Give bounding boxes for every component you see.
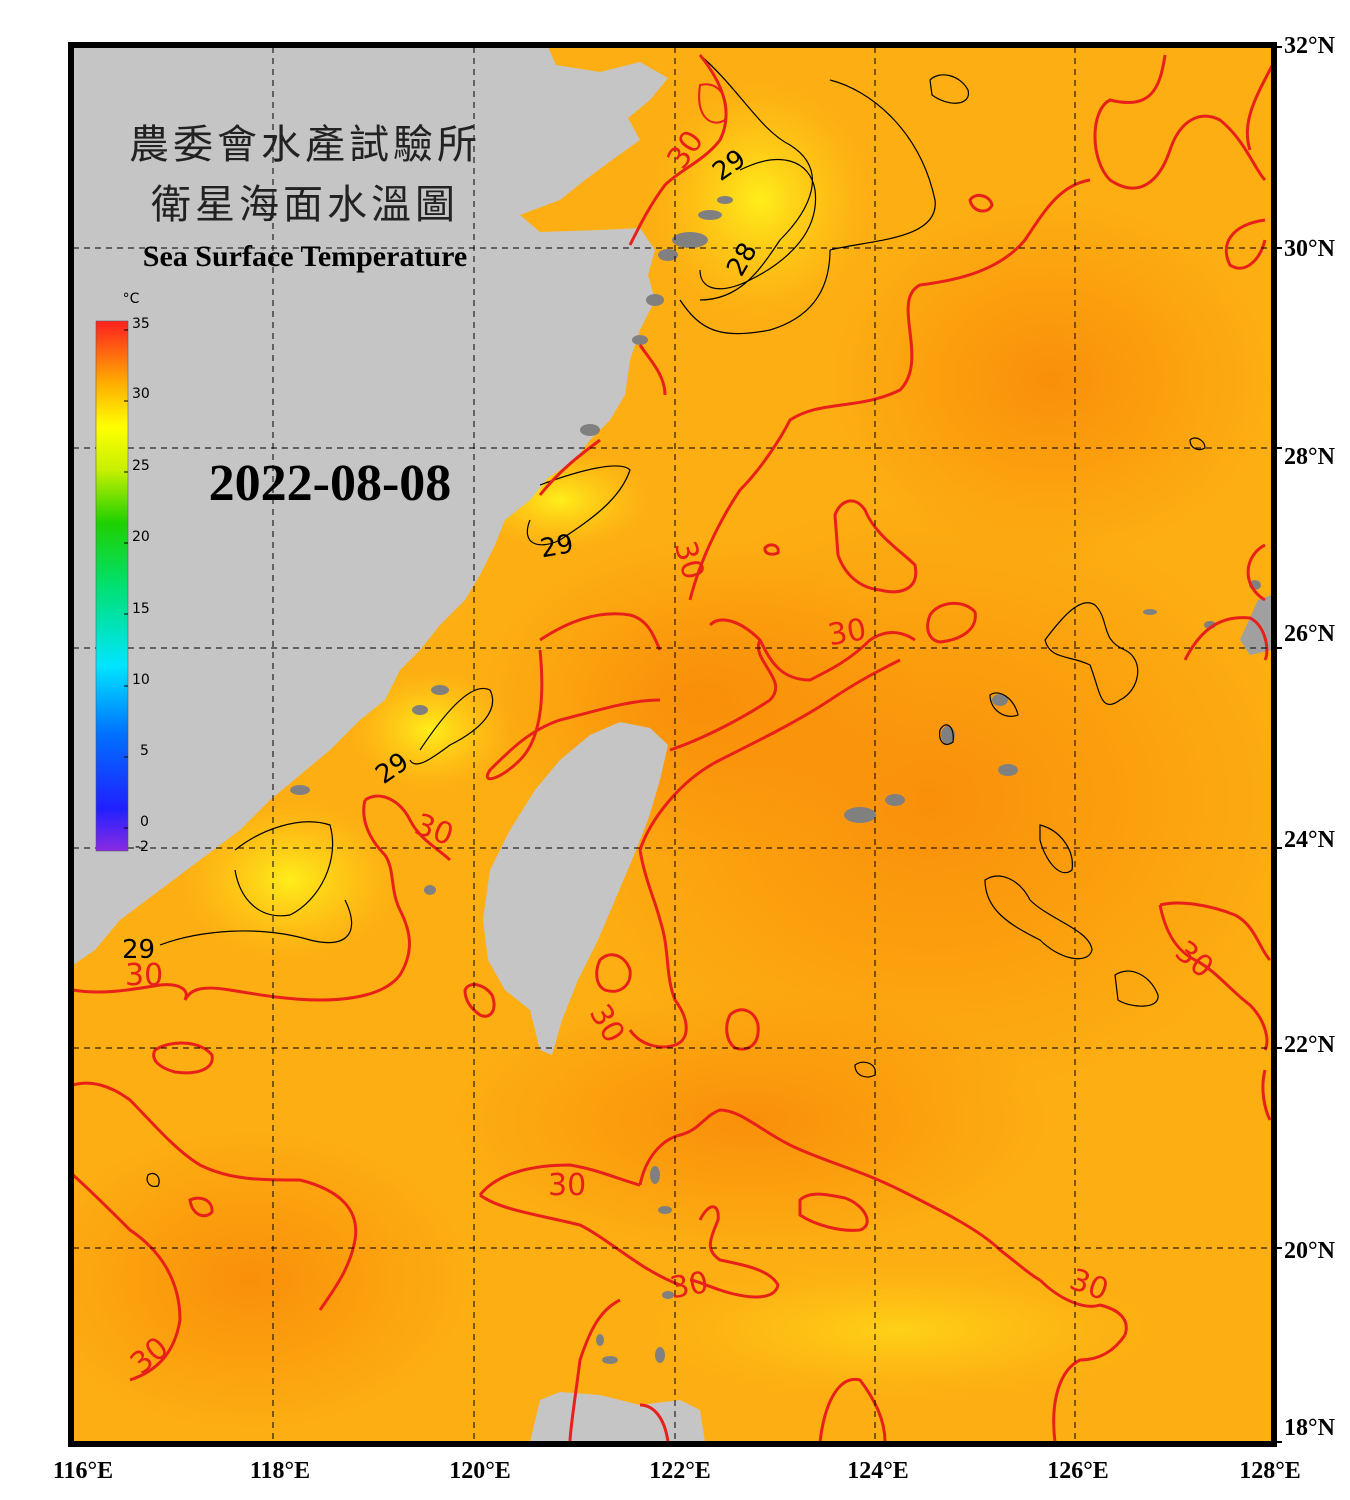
- lon-label: 122°E: [649, 1458, 711, 1484]
- isotherms-30: [73, 54, 1272, 1442]
- lon-label: 124°E: [847, 1458, 909, 1484]
- land-mainland: [73, 47, 668, 965]
- date-label: 2022-08-08: [209, 455, 452, 512]
- lat-label: 26°N: [1284, 621, 1336, 647]
- lon-label: 120°E: [449, 1458, 511, 1484]
- iso-label: 30: [667, 1265, 711, 1306]
- colorbar-gradient: [95, 320, 129, 852]
- title-en: Sea Surface Temperature: [143, 240, 467, 273]
- land-okinawa: [1240, 595, 1272, 655]
- lon-label: 116°E: [53, 1458, 113, 1484]
- lon-axis: 116°E 118°E 120°E 122°E 124°E 126°E 128°…: [53, 1458, 1301, 1484]
- colorbar-tick: 15: [132, 601, 150, 617]
- lon-label: 118°E: [250, 1458, 310, 1484]
- colorbar-tick: 35: [132, 316, 150, 332]
- lon-label: 128°E: [1239, 1458, 1301, 1484]
- lat-label: 30°N: [1284, 236, 1336, 262]
- ocean-layer: 30 30 30 30 30 30 30 30 30 30 30 29 28 2…: [73, 47, 1272, 1442]
- colorbar-tick: -2: [135, 839, 149, 855]
- colorbar-tick: 30: [132, 386, 150, 402]
- colorbar-tick: 10: [132, 672, 150, 688]
- islands: [290, 196, 1261, 1364]
- axis-ticks: [1274, 46, 1282, 1443]
- iso-label: 30: [548, 1168, 586, 1203]
- lat-label: 32°N: [1284, 33, 1336, 59]
- colorbar-tick: 5: [140, 743, 149, 759]
- lat-label: 22°N: [1284, 1032, 1336, 1058]
- colorbar-tick: 0: [140, 814, 149, 830]
- iso-label: 29: [122, 935, 155, 965]
- graticule: [73, 47, 1272, 1442]
- title-cn-line1: 農委會水產試驗所: [129, 122, 481, 168]
- lat-label: 24°N: [1284, 827, 1336, 853]
- lat-axis: 32°N 30°N 28°N 26°N 24°N 22°N 20°N 18°N: [1284, 33, 1336, 1441]
- isotherms-black: [146, 54, 1206, 1187]
- colorbar-tick: 25: [132, 458, 150, 474]
- colorbar: °C 35 30 25 20 15 10 5 0 -2: [95, 291, 150, 855]
- lon-label: 126°E: [1047, 1458, 1109, 1484]
- iso-label: 30: [825, 612, 869, 653]
- land-taiwan: [483, 722, 668, 1055]
- title-cn-line2: 衛星海面水溫圖: [151, 182, 459, 228]
- lat-label: 18°N: [1284, 1415, 1336, 1441]
- lat-label: 20°N: [1284, 1238, 1336, 1264]
- iso-label: 30: [125, 958, 163, 993]
- map-frame: [68, 42, 1277, 1447]
- colorbar-tick: 20: [132, 529, 150, 545]
- lat-label: 28°N: [1284, 444, 1336, 470]
- iso-label: 29: [538, 529, 576, 564]
- colorbar-unit: °C: [123, 291, 140, 307]
